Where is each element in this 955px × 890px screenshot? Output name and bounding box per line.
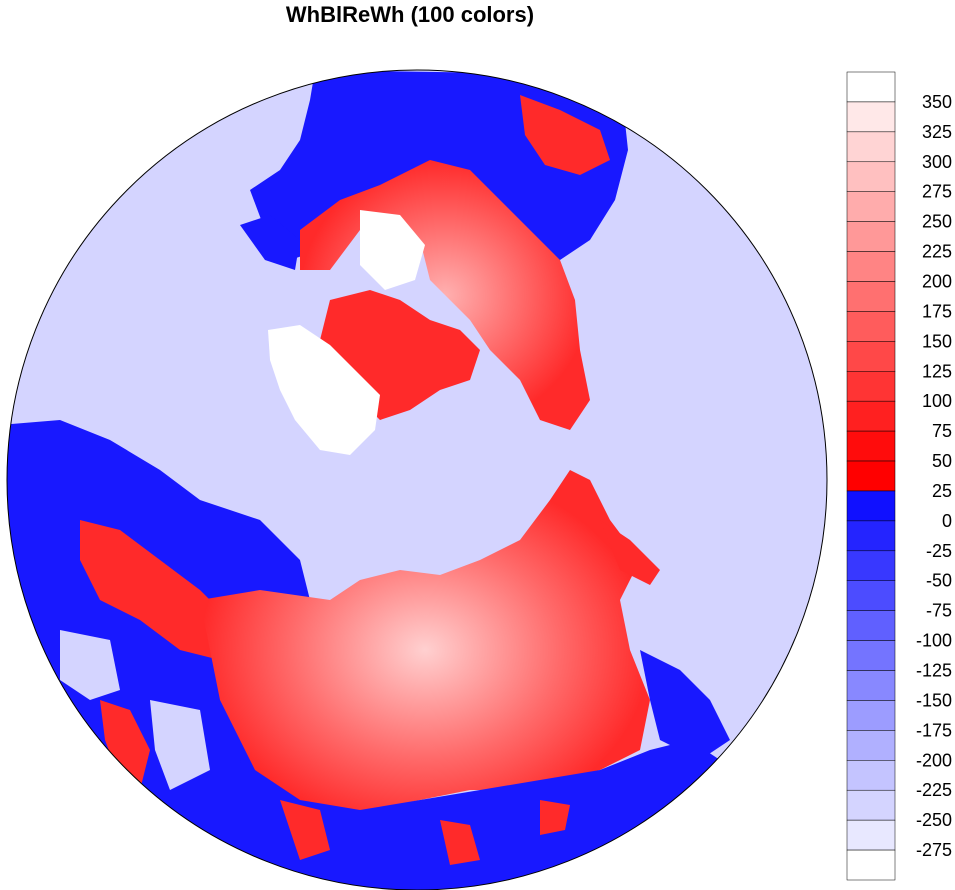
colorbar-tick-label: -100 [916,631,952,651]
europe-sea-patch [60,630,120,700]
colorbar-tick-label: -275 [916,840,952,860]
plot-title: WhBlReWh (100 colors) [285,2,535,27]
colorbar-tick-label: -175 [916,720,952,740]
colorbar-labels: 3503253002752502252001751501251007550250… [916,92,952,860]
mediterranean-warm-region [100,700,150,790]
colorbar-box [846,580,896,611]
europe-warm-region [80,520,230,660]
colorbar-tick-label: -150 [916,690,952,710]
colorbar-tick-label: 175 [922,301,952,321]
colorbar-box [846,670,896,701]
colorbar-tick-label: -225 [916,780,952,800]
colorbar-box [846,251,896,282]
alaska-land [240,215,300,270]
colorbar-box [846,161,896,192]
polar-stereographic-map [6,69,828,890]
colorbar-tick-label: 275 [922,182,952,202]
alaska-warm-region [520,95,610,175]
colorbar-tick-label: 300 [922,152,952,172]
siberia-warm-region [200,470,650,830]
colorbar-tick-label: 75 [932,421,952,441]
colorbar-box [846,700,896,731]
colorbar-box [846,131,896,163]
colorbar-box [846,640,896,671]
hudson-bay-area [360,210,425,290]
colorbar-box [846,490,896,522]
colorbar-box [846,221,896,252]
colorbar-tick-label: -25 [926,541,952,561]
colorbar-tick-label: 100 [922,391,952,411]
colorbar-tick-label: 200 [922,271,952,291]
colorbar-box [846,341,896,372]
colorbar-box [846,760,896,791]
colorbar-box [846,371,896,402]
colorbar-box [846,730,896,761]
colorbar-tick-label: 150 [922,331,952,351]
southern-warm-patch [280,800,330,860]
colorbar-box [846,71,896,103]
colorbar-box [846,460,896,492]
colorbar-tick-label: 0 [942,511,952,531]
colorbar-tick-label: 225 [922,242,952,262]
colorbar-tick-label: -200 [916,750,952,770]
southern-warm-patch-3 [540,800,570,835]
colorbar-tick-label: 125 [922,361,952,381]
colorbar-tick-label: -50 [926,571,952,591]
colorbar-tick-label: -75 [926,601,952,621]
southern-warm-patch-2 [440,820,480,865]
colorbar-box [846,789,896,821]
colorbar-tick-label: -250 [916,810,952,830]
kamchatka-warm-region [600,520,660,585]
colorbar-box [846,430,896,462]
colorbar-box [846,191,896,222]
colorbar-tick-label: 350 [922,92,952,112]
colorbar-box [846,281,896,312]
colorbar-box [846,400,896,432]
colorbar-box [846,610,896,641]
far-east-land [640,650,730,760]
colorbar-box [846,101,896,133]
map-boundary-circle [6,69,828,890]
colorbar-tick-label: -125 [916,661,952,681]
canada-warm-region [300,160,590,430]
colorbar-box [846,849,896,881]
colorbar-tick-label: 250 [922,212,952,232]
colorbar-box [846,520,896,552]
greenland-ice [268,325,380,455]
colorbar-boxes [846,71,896,881]
colorbar-box [846,311,896,342]
colorbar-tick-label: 325 [922,122,952,142]
colorbar-tick-label: 25 [932,481,952,501]
colorbar-tick-label: 50 [932,451,952,471]
europe-sea-patch-2 [150,700,210,790]
colorbar-box [846,819,896,851]
colorbar-box [846,550,896,581]
